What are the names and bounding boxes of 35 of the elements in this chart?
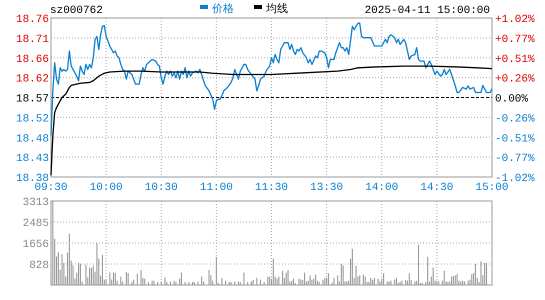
x-tick-label: 11:00 [200,182,233,194]
y-tick-label: 18.71 [16,34,50,46]
x-tick-label: 10:00 [90,182,123,194]
y2-tick-label: +0.77% [495,34,536,46]
line-series [50,22,493,136]
x-tick-label: 15:00 [475,182,509,194]
x-tick-label: 10:30 [144,182,178,194]
y-tick-label: 18.48 [16,133,49,146]
y2-tick-label: -0.77% [495,153,536,166]
y2-tick-label: +1.02% [495,14,536,26]
legend-label: 价格 [211,3,234,16]
line-series [50,65,493,176]
x-tick-label: 14:00 [365,182,398,194]
y-tick-label: 18.66 [16,54,49,66]
y-tick-label: 18.76 [16,14,49,26]
text: 2025-04-11 15:00:00 [364,5,490,17]
y-tick-label: 3313 [22,197,49,209]
y-tick-label: 18.62 [16,74,49,86]
y-tick-label: 18.57 [16,94,49,106]
y-tick-label: 18.52 [16,113,49,126]
y-tick-label: 2485 [22,218,49,230]
legend-label: 均线 [265,2,288,16]
y-tick-label: 1656 [22,239,49,252]
x-tick-label: 13:30 [310,182,344,194]
chart-title: sz000762 [50,5,103,17]
x-tick-label: 09:30 [34,182,68,194]
y2-tick-label: -0.26% [495,113,536,126]
y-tick-label: 18.43 [16,153,49,166]
y2-tick-label: 0.00% [495,94,528,106]
y2-tick-label: +0.26% [495,74,536,86]
x-tick-label: 11:30 [254,182,288,194]
x-tick-label: 14:30 [420,182,454,194]
y2-tick-label: +0.51% [495,54,536,66]
y2-tick-label: -0.51% [495,133,536,146]
y-tick-label: 828 [29,260,49,272]
